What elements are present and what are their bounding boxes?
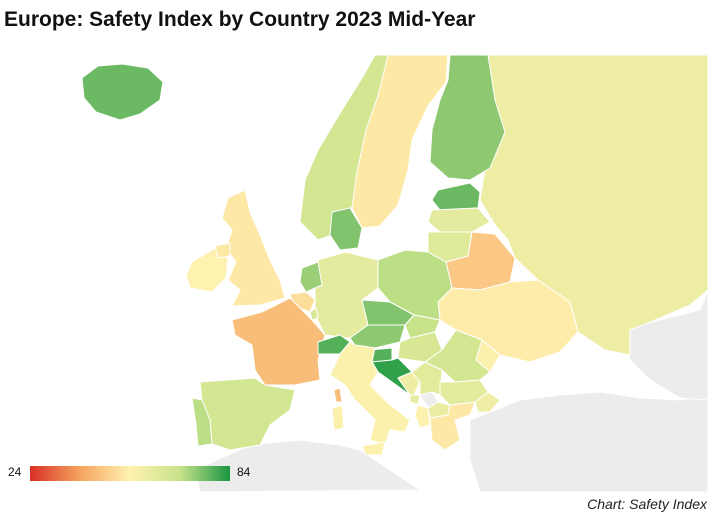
color-legend: 24 84: [8, 464, 258, 484]
choropleth-map: [0, 55, 708, 492]
middle-east: [469, 391, 708, 492]
region-italy[interactable]: [329, 341, 411, 446]
region-iceland[interactable]: [81, 63, 164, 121]
region-sardinia[interactable]: [331, 404, 345, 431]
region-denmark[interactable]: [329, 207, 363, 251]
caucasus: [619, 289, 708, 401]
north-africa: [194, 439, 422, 492]
region-slovakia[interactable]: [404, 314, 441, 339]
region-uk[interactable]: [221, 189, 286, 307]
region-greece[interactable]: [429, 401, 476, 451]
region-turkey-europe[interactable]: [474, 391, 501, 413]
region-poland[interactable]: [377, 249, 453, 321]
region-france[interactable]: [231, 297, 326, 386]
map-title: Europe: Safety Index by Country 2023 Mid…: [4, 8, 476, 31]
region-corsica[interactable]: [333, 387, 343, 403]
region-bosnia[interactable]: [397, 371, 421, 396]
legend-min-label: 24: [8, 465, 22, 479]
legend-max-label: 84: [237, 465, 251, 479]
region-sweden[interactable]: [351, 55, 449, 229]
region-northern-ireland[interactable]: [214, 242, 231, 259]
map-svg: [0, 55, 708, 492]
country-regions: [81, 55, 708, 456]
region-ukraine[interactable]: [437, 279, 579, 363]
region-finland[interactable]: [429, 55, 506, 181]
chart-credit: Chart: Safety Index: [587, 496, 707, 512]
region-luxembourg[interactable]: [309, 307, 319, 321]
region-albania[interactable]: [414, 404, 431, 429]
region-sicily[interactable]: [361, 441, 386, 456]
region-portugal[interactable]: [191, 397, 213, 447]
region-romania[interactable]: [424, 329, 491, 383]
region-netherlands[interactable]: [299, 261, 323, 293]
region-montenegro[interactable]: [409, 394, 421, 406]
legend-gradient-bar: [30, 466, 230, 481]
